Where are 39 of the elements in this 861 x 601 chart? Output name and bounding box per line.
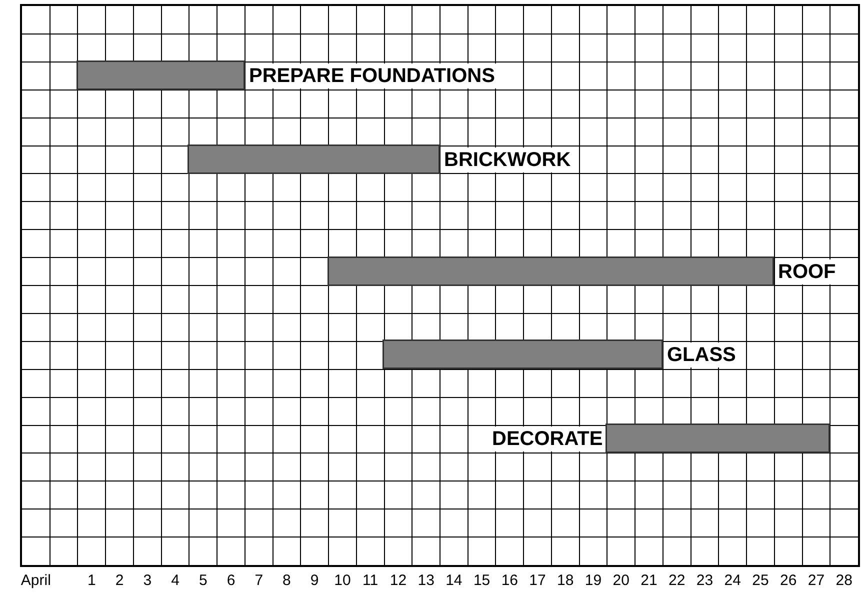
x-tick-label: 16 — [501, 572, 518, 589]
x-tick-label: 21 — [640, 572, 658, 589]
y-tick-label: DECORATE — [492, 428, 603, 450]
bar — [382, 340, 663, 369]
x-tick-label: 7 — [254, 572, 264, 589]
x-tick-label: 20 — [612, 572, 630, 589]
x-tick-label: 18 — [557, 572, 574, 589]
x-tick-label: 6 — [226, 572, 236, 589]
bar — [328, 256, 774, 286]
x-tick-label: 22 — [668, 572, 686, 589]
x-tick-label: 3 — [143, 572, 152, 589]
x-tick-label: 10 — [334, 572, 351, 589]
y-tick-label: BRICKWORK — [444, 149, 572, 171]
x-tick-label: 2 — [115, 572, 124, 589]
x-tick-label: 4 — [171, 572, 180, 589]
x-tick-label: 13 — [418, 572, 434, 589]
x-tick-label: 11 — [362, 572, 378, 589]
x-tick-label: April — [20, 572, 51, 589]
x-tick-label: 8 — [282, 572, 291, 589]
x-tick-label: 12 — [390, 572, 407, 589]
x-tick-label: 23 — [696, 572, 714, 589]
x-tick-label: 26 — [780, 572, 797, 589]
x-tick-label: 27 — [808, 572, 825, 589]
x-tick-label: 9 — [310, 572, 319, 589]
x-tick-label: 24 — [724, 572, 741, 589]
x-tick-label: 5 — [198, 572, 208, 589]
x-tick-label: 17 — [529, 572, 546, 589]
x-tick-label: 28 — [836, 572, 852, 589]
x-tick-label: 25 — [752, 572, 769, 589]
y-tick-label: PREPARE FOUNDATIONS — [249, 65, 495, 87]
bar — [606, 424, 830, 453]
bar — [188, 144, 440, 174]
x-tick-label: 15 — [473, 572, 490, 589]
x-tick-label: 1 — [88, 572, 96, 589]
y-tick-label: GLASS — [667, 344, 736, 366]
bar — [76, 60, 245, 90]
x-tick-label: 19 — [584, 572, 602, 589]
y-tick-label: ROOF — [778, 261, 836, 283]
x-tick-label: 14 — [446, 572, 462, 589]
